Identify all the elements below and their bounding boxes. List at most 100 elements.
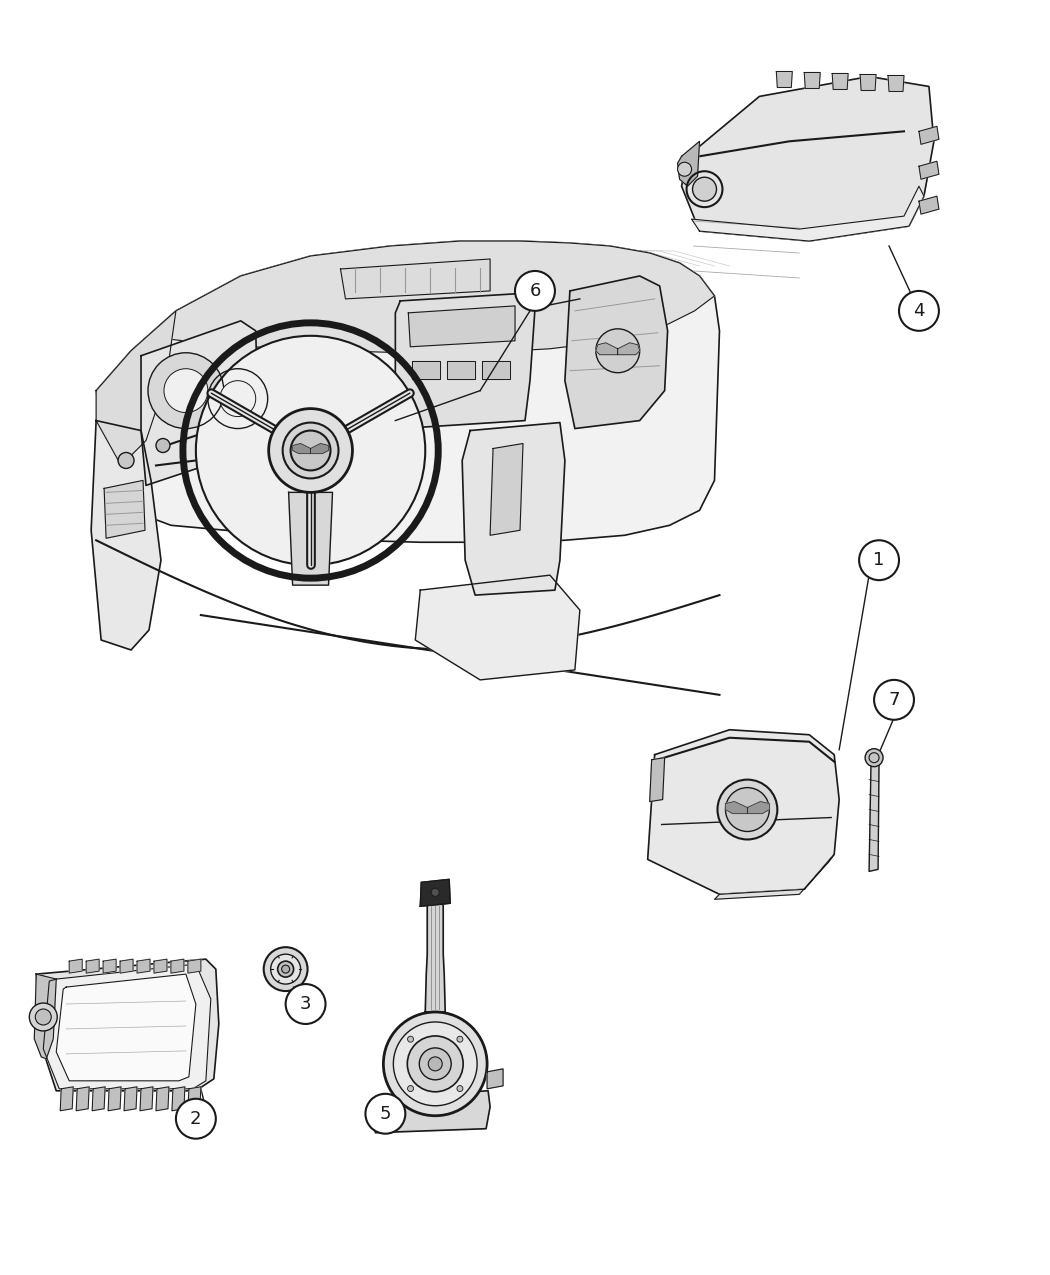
Polygon shape [97,311,176,465]
Polygon shape [293,444,311,454]
Polygon shape [154,959,167,973]
Polygon shape [482,361,510,379]
Polygon shape [131,241,714,353]
Circle shape [457,1037,463,1042]
Polygon shape [311,444,329,454]
Polygon shape [416,575,580,680]
Polygon shape [648,729,839,894]
Polygon shape [156,1086,169,1111]
Circle shape [269,408,353,492]
Polygon shape [188,1086,201,1111]
Circle shape [383,1012,487,1116]
Polygon shape [617,343,639,354]
Polygon shape [188,959,201,973]
Polygon shape [86,959,99,973]
Circle shape [428,1057,442,1071]
Circle shape [432,889,439,896]
Polygon shape [919,126,939,144]
Circle shape [394,1023,477,1105]
Polygon shape [595,343,617,354]
Circle shape [286,984,326,1024]
Polygon shape [37,959,218,1091]
Polygon shape [60,1086,74,1111]
Circle shape [36,1009,51,1025]
Polygon shape [408,306,516,347]
Circle shape [176,1099,216,1139]
Circle shape [118,453,134,468]
Circle shape [717,779,777,839]
Circle shape [859,541,899,580]
Polygon shape [869,757,879,871]
Text: 6: 6 [529,282,541,300]
Polygon shape [103,959,117,973]
Polygon shape [104,481,145,538]
Polygon shape [77,1086,89,1111]
Polygon shape [833,74,848,89]
Polygon shape [748,802,770,813]
Polygon shape [681,76,933,241]
Polygon shape [447,361,476,379]
Polygon shape [804,73,820,88]
Polygon shape [726,802,748,813]
Circle shape [281,965,290,973]
Circle shape [457,1085,463,1091]
Polygon shape [650,757,665,802]
Circle shape [419,1048,452,1080]
Circle shape [693,177,716,201]
Polygon shape [92,1086,105,1111]
Polygon shape [97,241,719,542]
Polygon shape [138,959,150,973]
Polygon shape [919,196,939,214]
Polygon shape [374,1091,490,1132]
Circle shape [899,291,939,330]
Circle shape [291,431,331,470]
Polygon shape [487,1068,503,1089]
Circle shape [365,1094,405,1133]
Text: 2: 2 [190,1109,202,1127]
Circle shape [148,353,224,428]
Circle shape [164,368,208,413]
Polygon shape [124,1086,138,1111]
Polygon shape [888,75,904,92]
Circle shape [407,1037,414,1042]
Circle shape [282,422,338,478]
Polygon shape [860,74,876,91]
Circle shape [516,272,554,311]
Circle shape [865,748,883,766]
Circle shape [156,439,170,453]
Polygon shape [172,1086,185,1111]
Polygon shape [289,492,333,585]
Polygon shape [714,854,834,899]
Circle shape [407,1085,414,1091]
Polygon shape [69,959,82,973]
Text: 5: 5 [380,1104,391,1123]
Polygon shape [108,1086,121,1111]
Polygon shape [141,321,258,486]
Circle shape [219,381,256,417]
Text: 7: 7 [888,691,900,709]
Polygon shape [490,444,523,536]
Circle shape [277,961,294,977]
Circle shape [271,954,300,984]
Circle shape [264,947,308,991]
Polygon shape [57,974,196,1081]
Polygon shape [340,259,490,298]
Circle shape [595,329,639,372]
Polygon shape [140,1086,153,1111]
Text: 3: 3 [300,994,312,1014]
Polygon shape [420,880,450,907]
Polygon shape [120,959,133,973]
Circle shape [29,1003,58,1031]
Polygon shape [91,421,161,650]
Circle shape [677,162,692,176]
Polygon shape [171,959,184,973]
Polygon shape [776,71,793,88]
Circle shape [407,1037,463,1091]
Polygon shape [462,422,565,595]
Polygon shape [425,904,445,1012]
Circle shape [208,368,268,428]
Polygon shape [43,964,211,1089]
Text: 1: 1 [874,551,885,569]
Circle shape [874,680,914,720]
Polygon shape [565,275,668,428]
